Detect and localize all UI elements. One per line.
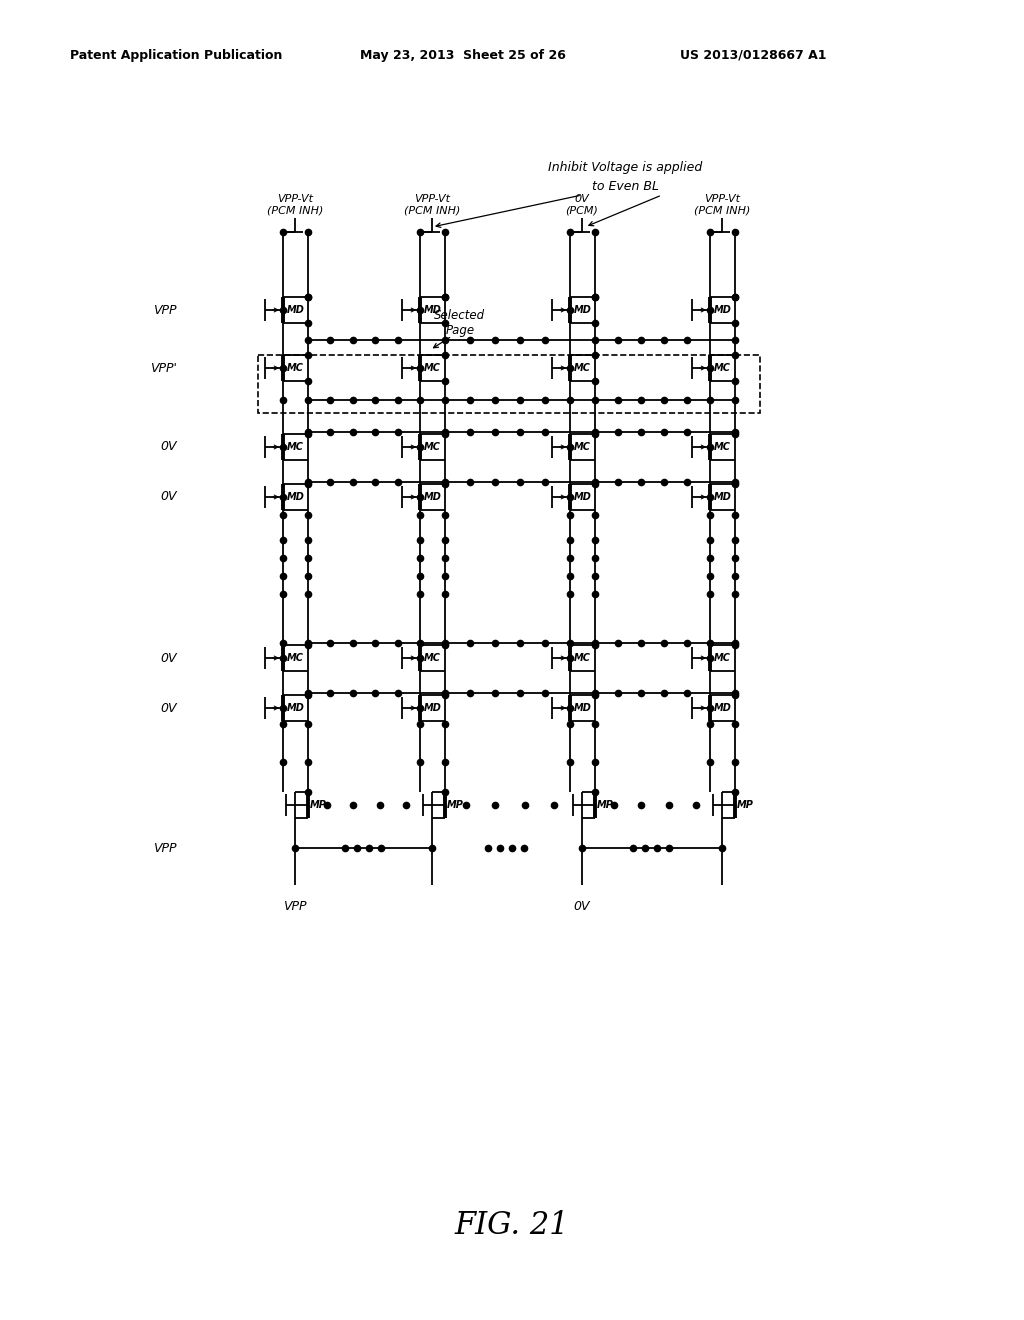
Text: to Even BL: to Even BL xyxy=(592,180,658,193)
Text: VPP: VPP xyxy=(284,900,307,913)
Text: MD: MD xyxy=(424,704,442,713)
Text: MD: MD xyxy=(574,492,592,502)
Text: MC: MC xyxy=(287,653,304,663)
Text: 0V: 0V xyxy=(573,900,590,913)
Text: MC: MC xyxy=(714,363,731,374)
Text: MD: MD xyxy=(287,492,305,502)
Text: VPP: VPP xyxy=(154,842,177,854)
Text: MC: MC xyxy=(574,363,591,374)
Text: VPP-Vt
(PCM INH): VPP-Vt (PCM INH) xyxy=(403,194,460,215)
Text: MD: MD xyxy=(424,492,442,502)
Text: VPP-Vt
(PCM INH): VPP-Vt (PCM INH) xyxy=(267,194,324,215)
Text: MC: MC xyxy=(424,442,441,451)
Text: MD: MD xyxy=(287,704,305,713)
Text: 0V: 0V xyxy=(161,701,177,714)
Text: Selected
Page: Selected Page xyxy=(434,309,485,337)
Text: 0V
(PCM): 0V (PCM) xyxy=(565,194,598,215)
Text: MC: MC xyxy=(287,442,304,451)
Text: MC: MC xyxy=(424,653,441,663)
Text: US 2013/0128667 A1: US 2013/0128667 A1 xyxy=(680,49,826,62)
Text: MD: MD xyxy=(574,305,592,315)
Text: MD: MD xyxy=(287,305,305,315)
Text: MC: MC xyxy=(424,363,441,374)
Text: 0V: 0V xyxy=(161,491,177,503)
Text: VPP': VPP' xyxy=(151,362,177,375)
Text: 0V: 0V xyxy=(161,652,177,664)
Text: MD: MD xyxy=(714,704,732,713)
Text: MD: MD xyxy=(714,492,732,502)
Text: MP: MP xyxy=(447,800,464,810)
Text: Inhibit Voltage is applied: Inhibit Voltage is applied xyxy=(548,161,702,174)
Text: MC: MC xyxy=(714,442,731,451)
Text: MC: MC xyxy=(287,363,304,374)
Text: MP: MP xyxy=(310,800,327,810)
Text: MC: MC xyxy=(714,653,731,663)
Text: VPP-Vt
(PCM INH): VPP-Vt (PCM INH) xyxy=(694,194,751,215)
Text: MP: MP xyxy=(597,800,613,810)
Text: 0V: 0V xyxy=(161,441,177,454)
Text: May 23, 2013  Sheet 25 of 26: May 23, 2013 Sheet 25 of 26 xyxy=(360,49,566,62)
Text: MD: MD xyxy=(714,305,732,315)
Text: MC: MC xyxy=(574,653,591,663)
Text: FIG. 21: FIG. 21 xyxy=(455,1209,569,1241)
Bar xyxy=(258,355,760,413)
Text: MD: MD xyxy=(424,305,442,315)
Text: Patent Application Publication: Patent Application Publication xyxy=(70,49,283,62)
Text: MP: MP xyxy=(737,800,754,810)
Text: MD: MD xyxy=(574,704,592,713)
Text: MC: MC xyxy=(574,442,591,451)
Text: VPP: VPP xyxy=(154,304,177,317)
